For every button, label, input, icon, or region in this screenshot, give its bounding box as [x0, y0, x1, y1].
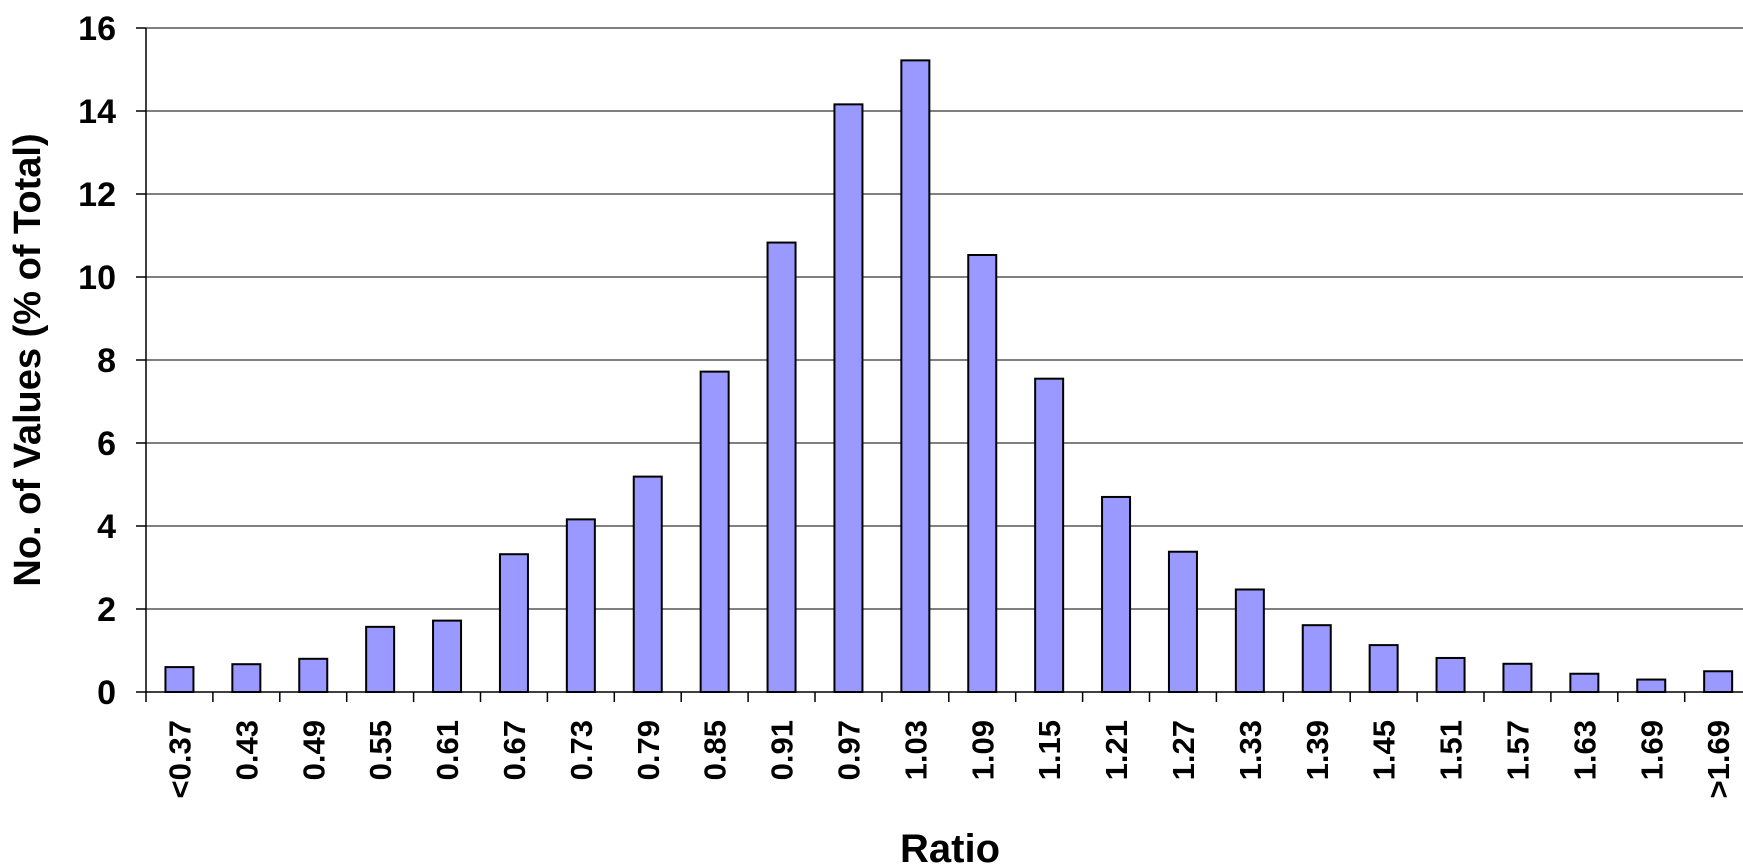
- y-tick-label: 2: [97, 591, 116, 629]
- x-tick-label: 1.57: [1500, 720, 1535, 780]
- bar: [1034, 377, 1065, 693]
- bar: [967, 254, 998, 693]
- x-tick-label: 1.63: [1567, 720, 1602, 780]
- x-tick-label: 0.91: [765, 720, 800, 780]
- gridlines: [146, 27, 1743, 610]
- y-tick-label: 10: [78, 259, 116, 297]
- x-tick-label: 1.15: [1032, 720, 1067, 780]
- x-tick-label: 0.85: [698, 720, 733, 780]
- y-tick-label: 4: [97, 508, 116, 546]
- bar: [1234, 588, 1265, 693]
- bar: [432, 619, 463, 693]
- bar: [1703, 670, 1734, 693]
- x-tick-label: <0.37: [162, 720, 197, 798]
- x-tick-label: 0.79: [631, 720, 666, 780]
- bar: [1569, 672, 1600, 693]
- x-tick-label: 0.73: [564, 720, 599, 780]
- x-tick-label: 1.51: [1434, 720, 1469, 780]
- x-axis: <0.37 0.43 0.49 0.55 0.61 0.67 0.73 0.79 0.85 0.9…: [145, 691, 1743, 798]
- x-tick-label: 0.61: [430, 720, 465, 780]
- y-tick-label: 8: [97, 342, 116, 380]
- bar: [1435, 656, 1466, 693]
- bar: [164, 666, 195, 693]
- x-tick-label: 0.55: [363, 720, 398, 780]
- bar: [1301, 624, 1332, 693]
- x-tick-label: 1.27: [1166, 720, 1201, 780]
- x-axis-title: Ratio: [900, 827, 1000, 867]
- y-tick-label: 12: [78, 176, 116, 214]
- bar: [231, 663, 262, 694]
- bar: [632, 475, 663, 693]
- x-tick-label: 0.97: [831, 720, 866, 780]
- bar: [1101, 495, 1132, 694]
- bar: [498, 553, 529, 693]
- bar: [699, 370, 730, 693]
- bar: [900, 59, 931, 694]
- x-tick-label: 0.43: [229, 720, 264, 780]
- x-tick-label: 1.09: [965, 720, 1000, 780]
- x-tick-label: 1.69: [1634, 720, 1669, 780]
- x-tick-label: 1.45: [1367, 720, 1402, 780]
- y-tick-label: 0: [97, 674, 116, 712]
- bars: [164, 59, 1734, 694]
- bar: [565, 518, 596, 693]
- bar: [1502, 662, 1533, 694]
- x-tick-label: >1.69: [1701, 720, 1736, 798]
- x-tick-label: 0.49: [296, 720, 331, 780]
- bar: [833, 103, 864, 694]
- y-tick-label: 16: [78, 10, 116, 48]
- y-axis: 0 2 4 6 8 10 12 14 16: [78, 10, 147, 712]
- y-axis-title: No. of Values (% of Total): [7, 133, 49, 586]
- bar: [1167, 550, 1198, 693]
- bar: [365, 625, 396, 693]
- x-tick-label: 1.21: [1099, 720, 1134, 780]
- x-tick-label: 0.67: [497, 720, 532, 780]
- x-tick-label: 1.39: [1300, 720, 1335, 780]
- bar: [1368, 644, 1399, 693]
- bar: [1636, 678, 1667, 693]
- bar: [766, 241, 797, 693]
- x-tick-label: 1.03: [898, 720, 933, 780]
- bar: [298, 657, 329, 693]
- x-tick-label: 1.33: [1233, 720, 1268, 780]
- y-tick-label: 14: [78, 93, 116, 131]
- y-tick-label: 6: [97, 425, 116, 463]
